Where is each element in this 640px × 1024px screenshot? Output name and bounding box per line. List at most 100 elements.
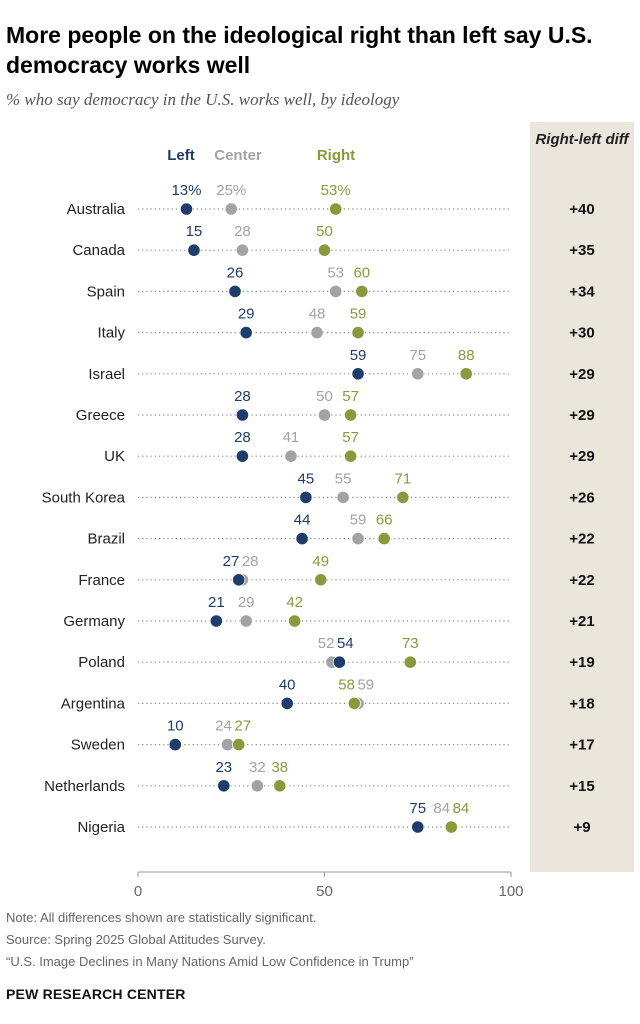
left-dot-south-korea (299, 490, 313, 504)
diff-value-nigeria: +9 (573, 819, 590, 836)
left-value-label-nigeria: 75 (409, 800, 426, 817)
right-value-label-canada: 50 (316, 223, 333, 240)
right-value-label-australia: 53% (321, 182, 351, 199)
center-value-label-israel: 75 (409, 347, 426, 364)
country-label-germany: Germany (63, 613, 125, 630)
diff-value-germany: +21 (569, 613, 594, 630)
left-value-label-italy: 29 (238, 306, 255, 323)
diff-value-poland: +19 (569, 654, 594, 671)
left-value-label-greece: 28 (234, 388, 251, 405)
diff-value-canada: +35 (569, 242, 594, 259)
legend-center: Center (214, 147, 262, 164)
pew-logo-text: PEW RESEARCH CENTER (6, 986, 186, 1002)
country-label-brazil: Brazil (87, 531, 125, 548)
diff-value-uk: +29 (569, 448, 594, 465)
left-value-label-netherlands: 23 (215, 759, 232, 776)
right-value-label-israel: 88 (458, 347, 475, 364)
right-dot-argentina (347, 696, 361, 711)
left-dot-argentina (280, 696, 294, 711)
right-value-label-spain: 60 (353, 264, 370, 281)
center-dot-australia (224, 202, 238, 216)
center-value-label-australia: 25% (216, 182, 246, 199)
right-value-label-sweden: 27 (234, 718, 251, 735)
right-value-label-netherlands: 38 (271, 759, 288, 776)
left-value-label-australia: 13% (171, 182, 201, 199)
center-dot-sweden (220, 737, 235, 752)
center-value-label-brazil: 59 (350, 512, 367, 529)
center-value-label-germany: 29 (238, 594, 255, 611)
diff-value-australia: +40 (569, 201, 594, 218)
right-value-label-uk: 57 (342, 429, 359, 446)
left-value-label-uk: 28 (234, 429, 251, 446)
right-dot-israel (459, 367, 473, 381)
center-dot-canada (235, 243, 250, 257)
diff-value-france: +22 (569, 572, 594, 589)
country-label-netherlands: Netherlands (44, 778, 125, 795)
right-dot-poland (403, 655, 417, 669)
center-value-label-greece: 50 (316, 388, 333, 405)
right-dot-sweden (232, 737, 246, 752)
x-tick-label: 50 (316, 883, 333, 900)
diff-column-header: Right-left diff (535, 131, 629, 148)
report-title-text: “U.S. Image Declines in Many Nations Ami… (6, 954, 414, 969)
center-value-label-sweden: 24 (215, 718, 232, 735)
left-dot-canada (187, 243, 201, 257)
center-value-label-uk: 41 (283, 429, 300, 446)
left-dot-netherlands (217, 779, 231, 793)
center-dot-south-korea (336, 490, 350, 504)
left-dot-france (232, 573, 246, 587)
left-value-label-spain: 26 (227, 264, 244, 281)
right-dot-spain (355, 284, 369, 298)
right-dot-greece (344, 408, 358, 422)
right-dot-netherlands (273, 779, 287, 793)
x-tick-label: 100 (498, 883, 523, 900)
center-value-label-spain: 53 (327, 264, 344, 281)
left-dot-israel (351, 367, 365, 381)
right-value-label-brazil: 66 (376, 512, 393, 529)
country-label-canada: Canada (72, 242, 125, 259)
legend-left: Left (167, 147, 195, 164)
right-dot-france (314, 573, 328, 587)
diff-value-south-korea: +26 (569, 489, 594, 506)
country-label-argentina: Argentina (61, 695, 126, 712)
left-value-label-south-korea: 45 (298, 470, 315, 487)
diff-value-sweden: +17 (569, 737, 594, 754)
right-value-label-poland: 73 (402, 635, 419, 652)
left-dot-sweden (168, 737, 182, 752)
center-dot-italy (310, 325, 324, 340)
diff-value-italy: +30 (569, 325, 594, 342)
country-label-nigeria: Nigeria (77, 819, 125, 836)
chart-subtitle: % who say democracy in the U.S. works we… (6, 90, 400, 109)
right-value-label-italy: 59 (350, 306, 367, 323)
center-value-label-netherlands: 32 (249, 759, 266, 776)
country-label-greece: Greece (76, 407, 125, 424)
center-value-label-south-korea: 55 (335, 470, 352, 487)
country-label-france: France (78, 572, 125, 589)
center-value-label-italy: 48 (309, 306, 326, 323)
right-dot-australia (329, 202, 343, 216)
right-dot-nigeria (444, 820, 458, 834)
source-text: Source: Spring 2025 Global Attitudes Sur… (6, 932, 266, 947)
left-value-label-brazil: 44 (294, 512, 311, 529)
right-value-label-germany: 42 (286, 594, 303, 611)
right-value-label-argentina: 58 (338, 676, 355, 693)
x-tick-label: 0 (134, 883, 142, 900)
note-text: Note: All differences shown are statisti… (6, 910, 317, 925)
country-label-spain: Spain (87, 283, 125, 300)
diff-value-brazil: +22 (569, 531, 594, 548)
right-dot-italy (351, 325, 365, 340)
right-dot-germany (288, 614, 302, 628)
left-dot-germany (209, 614, 223, 628)
country-label-israel: Israel (88, 366, 125, 383)
center-value-label-argentina: 59 (357, 676, 374, 693)
left-value-label-germany: 21 (208, 594, 225, 611)
right-dot-south-korea (396, 490, 410, 504)
right-value-label-south-korea: 71 (394, 470, 411, 487)
left-value-label-poland: 54 (337, 635, 354, 652)
center-value-label-poland: 52 (318, 635, 335, 652)
legend-right: Right (317, 147, 355, 164)
left-dot-greece (235, 408, 250, 422)
left-dot-italy (239, 325, 253, 340)
country-label-poland: Poland (78, 654, 125, 671)
